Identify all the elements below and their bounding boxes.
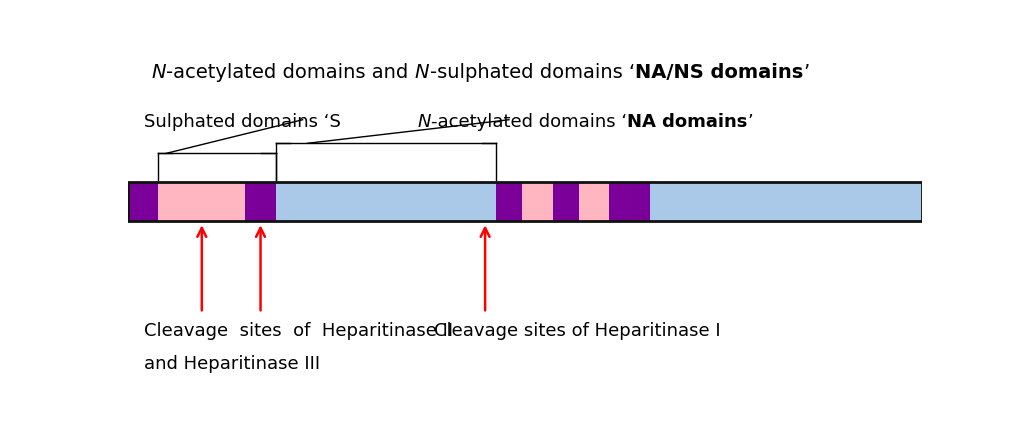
Text: N: N [418, 113, 431, 131]
Bar [246, 182, 275, 221]
Bar [609, 182, 650, 221]
Bar [650, 182, 922, 221]
Bar [158, 182, 246, 221]
Text: Sulphated domains ‘S: Sulphated domains ‘S [143, 113, 341, 131]
Text: N: N [152, 62, 167, 82]
Bar [497, 182, 522, 221]
Text: NA/NS domains: NA/NS domains [635, 62, 803, 82]
Text: ’: ’ [748, 113, 754, 131]
Text: Cleavage  sites  of  Heparitinase II: Cleavage sites of Heparitinase II [143, 322, 453, 340]
Bar [128, 182, 922, 221]
Bar [579, 182, 609, 221]
Text: NA domains: NA domains [628, 113, 748, 131]
Text: ’: ’ [803, 62, 809, 82]
Text: -acetylated domains and: -acetylated domains and [167, 62, 415, 82]
Text: and Heparitinase III: and Heparitinase III [143, 355, 319, 373]
Bar [553, 182, 579, 221]
Text: -acetylated domains ‘: -acetylated domains ‘ [431, 113, 628, 131]
Text: N: N [415, 62, 429, 82]
Text: -sulphated domains ‘: -sulphated domains ‘ [429, 62, 635, 82]
Bar [128, 182, 158, 221]
Bar [275, 182, 497, 221]
Text: Cleavage sites of Heparitinase I: Cleavage sites of Heparitinase I [433, 322, 720, 340]
Bar [522, 182, 553, 221]
